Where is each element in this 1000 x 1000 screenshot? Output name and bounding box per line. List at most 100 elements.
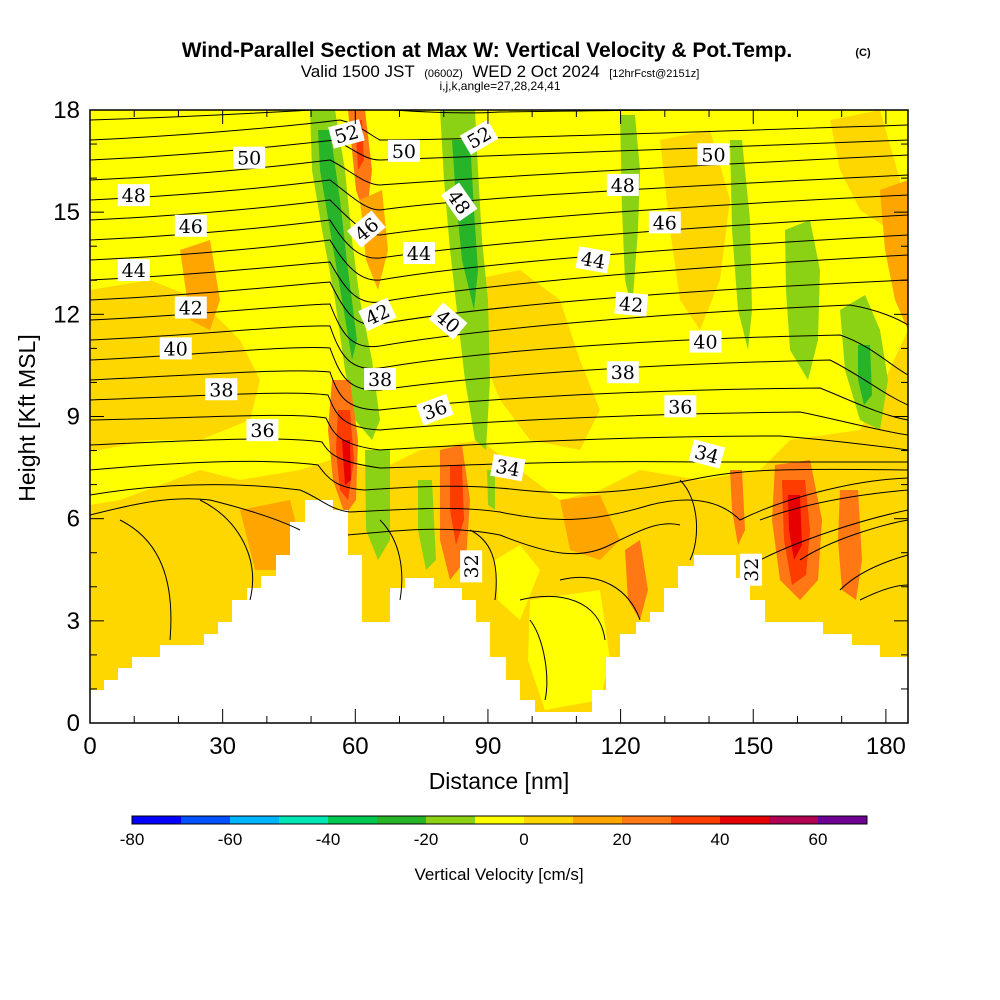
colorbar-swatch: [818, 816, 868, 824]
contour-label-bg: [606, 361, 639, 384]
contour-label-bg: [460, 550, 483, 583]
contour-label: 42: [174, 296, 207, 320]
contour-label: 38: [364, 368, 397, 391]
colorbar-swatch: [181, 816, 231, 824]
theta-contour-46: [90, 214, 908, 259]
theta-contour-41: [90, 325, 908, 376]
x-axis-label: Distance [nm]: [429, 768, 570, 794]
contour-label-text: 32: [461, 554, 483, 578]
contour-label: 40: [159, 337, 192, 360]
colorbar-swatch: [671, 816, 721, 824]
theta-contour-37: [90, 414, 908, 451]
contour-label-bg: [159, 337, 192, 360]
theta-contour-42: [90, 303, 908, 348]
contour-label-text: 32: [741, 558, 763, 582]
x-tick-label: 30: [209, 733, 236, 760]
theta-contours: [90, 110, 908, 701]
contour-label-bg: [664, 395, 697, 418]
terrain-mask: [90, 500, 908, 723]
contour-label-bg: [174, 214, 207, 237]
valid-time-line: Valid 1500 JST (0600Z) WED 2 Oct 2024 [1…: [301, 62, 700, 81]
contour-label-bg: [205, 378, 238, 401]
contour-label: 34: [688, 439, 726, 469]
x-tick-label: 90: [475, 733, 502, 760]
contour-label-bg: [174, 296, 207, 319]
near-zero-low-2: [528, 590, 610, 710]
contour-label-text: 38: [611, 362, 635, 384]
contour-label: 50: [233, 146, 266, 170]
contour-label-bg: [364, 368, 397, 391]
colorbar-tick-label: 0: [519, 830, 528, 849]
contour-label-text: 46: [653, 212, 677, 234]
x-tick-label: 150: [733, 733, 773, 760]
colorbar-swatch: [622, 816, 672, 824]
contour-label: 48: [606, 173, 639, 197]
contour-label-bg: [490, 453, 526, 482]
updraft-low-1-peak: [342, 440, 351, 485]
updraft-low-5: [838, 490, 862, 600]
colorbar-frame: [131, 815, 868, 825]
contour-label: 50: [697, 143, 730, 166]
colorbar: -80 -60 -40 -20 0 20 40 60: [120, 815, 868, 849]
contour-label: 40: [689, 330, 722, 354]
velocity-field: [90, 110, 908, 710]
contour-label-bg: [117, 259, 150, 282]
contour-label-text: 38: [209, 379, 233, 401]
contour-label: 42: [614, 291, 649, 317]
field-weak-updraft-left: [90, 280, 260, 450]
theta-contour-40: [90, 346, 908, 406]
downdraft-core-1: [318, 130, 357, 360]
contour-label-bg: [428, 302, 468, 340]
colorbar-swatch: [769, 816, 819, 824]
near-zero-low-3: [90, 510, 150, 610]
contour-label: 50: [387, 139, 420, 163]
contour-label: 44: [402, 242, 435, 265]
updraft-low-2-core: [450, 465, 464, 545]
y-tick-label: 15: [53, 199, 80, 226]
grid-indices: i,j,k,angle=27,28,24,41: [439, 79, 560, 93]
theta-contour-34: [90, 477, 908, 521]
colorbar-swatch: [377, 816, 427, 824]
colorbar-swatch: [230, 816, 280, 824]
contour-label-bg: [648, 211, 681, 234]
y-tick-label: 12: [53, 301, 80, 328]
theta-contour-44: [90, 254, 908, 303]
contour-label: 38: [205, 378, 238, 401]
colorbar-tick-label: 40: [711, 830, 730, 849]
colorbar-swatch: [573, 816, 623, 824]
contour-label-bg: [441, 182, 478, 222]
contour-label-bg: [689, 330, 722, 353]
field-orange-edge: [880, 180, 908, 330]
theta-contour-45: [90, 234, 908, 281]
contour-label-bg: [697, 143, 730, 166]
colorbar-swatch: [328, 816, 378, 824]
colorbar-tick-label: 20: [613, 830, 632, 849]
contour-label-text: 48: [611, 175, 635, 197]
chart-title: Wind-Parallel Section at Max W: Vertical…: [182, 39, 793, 62]
contour-label-text: 50: [237, 148, 261, 170]
contour-label: 32: [460, 550, 483, 583]
colorbar-swatch: [720, 816, 770, 824]
contour-label-bg: [117, 184, 150, 207]
colorbar-swatch: [279, 816, 329, 824]
contour-label-bg: [740, 553, 763, 586]
contour-label-bg: [606, 173, 639, 196]
contour-label: 34: [490, 453, 526, 482]
contour-label-text: 50: [392, 141, 416, 163]
updraft-low-3: [625, 540, 648, 620]
contour-label: 46: [648, 211, 681, 234]
contour-label-text: 36: [668, 396, 692, 418]
colorbar-tick-label: -40: [316, 830, 341, 849]
valid-zulu: (0600Z): [424, 68, 463, 80]
contour-label-text: 40: [693, 332, 717, 354]
downdraft-low-2: [418, 480, 436, 570]
colorbar-swatch: [475, 816, 525, 824]
y-tick-label: 3: [67, 608, 80, 635]
updraft-low-7: [240, 500, 300, 570]
copyright-mark: (C): [855, 47, 871, 59]
x-tick-label: 120: [601, 733, 641, 760]
contour-label-bg: [459, 119, 499, 155]
y-tick-label: 9: [67, 404, 80, 431]
downdraft-band-3: [620, 115, 640, 310]
